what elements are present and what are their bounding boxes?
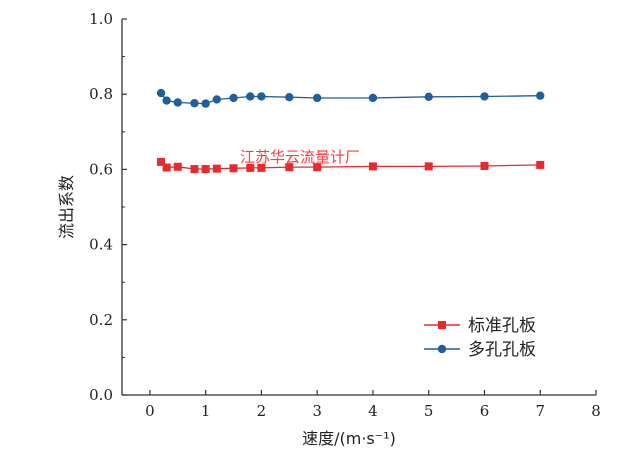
data-point [229, 164, 238, 173]
data-point [424, 92, 433, 102]
legend-marker [438, 321, 446, 329]
series-0 [157, 157, 545, 174]
series-1 [156, 88, 545, 108]
x-tick-label: 0 [145, 402, 155, 420]
data-point [246, 163, 255, 172]
data-point [285, 93, 294, 102]
y-tick-label: 0.8 [89, 85, 113, 103]
data-point [285, 163, 294, 172]
series-layer [156, 88, 545, 174]
data-point [201, 165, 210, 174]
data-point [212, 164, 221, 173]
y-tick-label: 0.0 [89, 386, 113, 404]
data-point [312, 93, 322, 103]
data-point [313, 163, 322, 172]
legend-entry-0: 标准孔板 [424, 316, 536, 336]
y-tick-label: 1.0 [89, 10, 113, 28]
data-point [162, 96, 171, 105]
data-point [480, 162, 489, 171]
data-point [190, 99, 199, 108]
x-tick-label: 8 [591, 402, 601, 420]
x-tick-label: 2 [257, 402, 267, 420]
legend-label: 多孔孔板 [468, 340, 536, 360]
data-point [229, 93, 238, 103]
data-point [368, 93, 378, 103]
x-tick-label: 4 [368, 402, 378, 420]
x-tick-label: 1 [201, 402, 211, 420]
y-tick-label: 0.4 [89, 236, 113, 254]
x-tick-label: 7 [535, 402, 545, 420]
data-point [257, 92, 266, 101]
data-point [173, 162, 182, 171]
legend-marker [437, 344, 447, 354]
x-tick-label: 5 [424, 402, 434, 420]
data-point [536, 160, 545, 169]
data-point [257, 163, 266, 172]
legend-entry-1: 多孔孔板 [424, 340, 536, 360]
data-point [424, 162, 433, 171]
x-tick-label: 3 [312, 402, 322, 420]
data-point [162, 163, 171, 172]
data-point [157, 157, 166, 166]
data-point [246, 92, 255, 101]
data-point [156, 88, 166, 98]
data-point [368, 162, 377, 171]
x-tick-label: 6 [480, 402, 490, 420]
data-point [536, 91, 545, 100]
data-point [190, 165, 199, 174]
data-point [201, 99, 210, 108]
axes: 0.0 0.2 0.4 0.6 0.8 1.0 0 1 2 3 4 5 6 7 8 流出系数速度/(m·s⁻¹… [57, 10, 601, 448]
y-axis-label: 流出系数 [57, 175, 76, 239]
y-tick-label: 0.6 [89, 160, 113, 178]
data-point [173, 98, 182, 107]
watermark-text: 江苏华云流量计厂 [240, 148, 360, 166]
data-point [480, 92, 489, 101]
x-axis-label: 速度/(m·s⁻¹) [302, 429, 396, 448]
legend-label: 标准孔板 [468, 316, 536, 336]
y-tick-label: 0.2 [89, 311, 113, 329]
data-point [212, 95, 221, 104]
